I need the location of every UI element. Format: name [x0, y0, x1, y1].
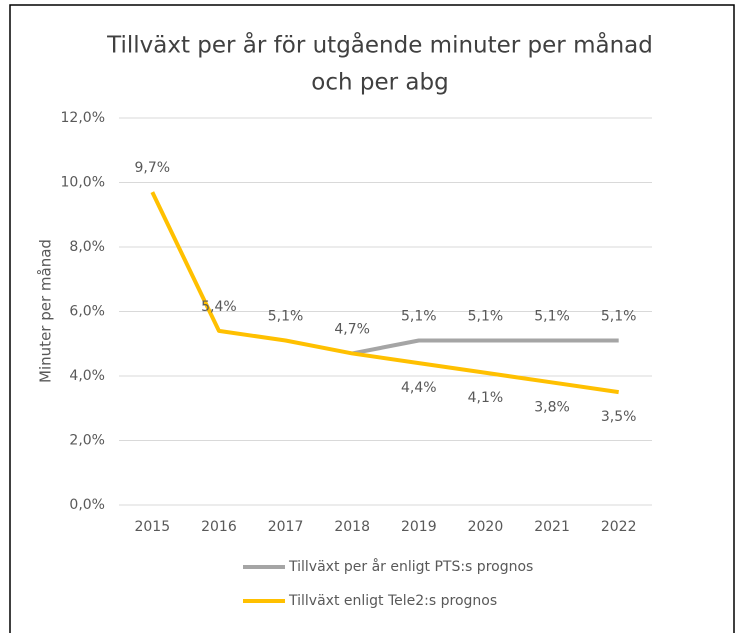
x-tick-label: 2016 [201, 519, 237, 535]
x-tick-label: 2020 [468, 519, 504, 535]
data-label: 5,1% [468, 309, 504, 325]
x-tick-label: 2022 [601, 519, 637, 535]
legend-label: Tillväxt per år enligt PTS:s prognos [288, 558, 533, 575]
data-label: 5,1% [601, 309, 637, 325]
data-label: 5,1% [534, 309, 570, 325]
y-axis-label: Minuter per månad [37, 239, 55, 383]
y-tick-label: 6,0% [69, 304, 105, 320]
data-label: 4,7% [334, 321, 370, 337]
data-label: 3,8% [534, 399, 570, 415]
data-label: 9,7% [135, 160, 171, 176]
y-tick-label: 12,0% [61, 110, 105, 126]
data-label: 4,4% [401, 380, 437, 396]
x-tick-label: 2017 [268, 519, 304, 535]
y-tick-label: 8,0% [69, 239, 105, 255]
chart-border [9, 4, 735, 633]
x-tick-label: 2019 [401, 519, 437, 535]
data-label: 4,1% [468, 390, 504, 406]
y-tick-label: 10,0% [61, 175, 105, 191]
data-label: 3,5% [601, 409, 637, 425]
legend-label: Tillväxt enligt Tele2:s prognos [288, 593, 497, 609]
chart-title: Tillväxt per år för utgående minuter per… [106, 31, 653, 59]
x-tick-label: 2021 [534, 519, 570, 535]
y-tick-label: 4,0% [69, 368, 105, 384]
line-series [351, 338, 619, 356]
y-tick-label: 2,0% [69, 433, 105, 449]
line-series [150, 191, 619, 395]
x-tick-label: 2018 [334, 519, 370, 535]
data-label: 5,1% [268, 309, 304, 325]
data-label: 5,4% [201, 299, 237, 315]
x-tick-label: 2015 [134, 519, 170, 535]
chart-title: och per abg [311, 70, 448, 96]
data-label: 5,1% [401, 309, 437, 325]
y-tick-label: 0,0% [69, 497, 105, 513]
